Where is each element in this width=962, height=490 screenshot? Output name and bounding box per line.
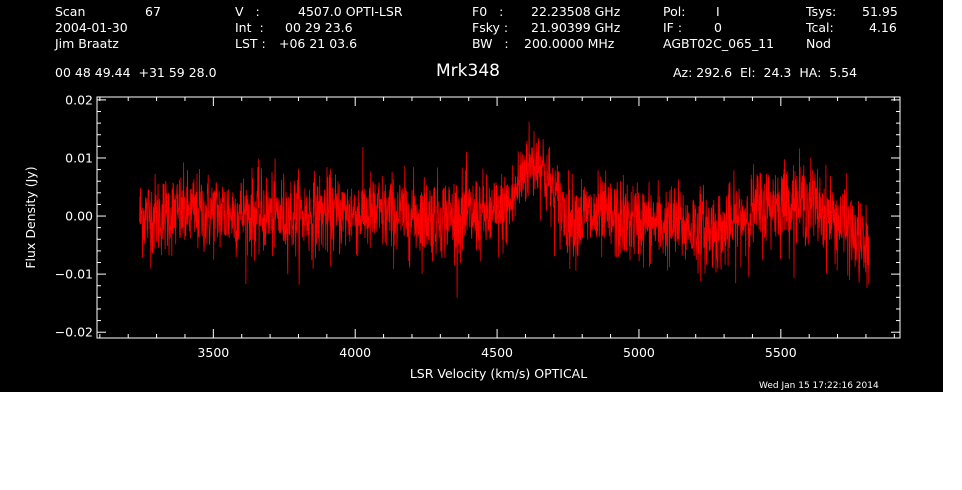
scan-label: Scan — [55, 4, 86, 19]
sky-frequency-value: 21.90399 GHz — [531, 20, 621, 35]
lst-label: LST : — [235, 36, 266, 51]
y-tick-label: 0.02 — [65, 92, 93, 107]
y-tick-label: 0.00 — [65, 209, 93, 224]
pointing-info: Az: 292.6 El: 24.3 HA: 5.54 — [673, 65, 858, 80]
y-axis-label: Flux Density (Jy) — [23, 166, 38, 268]
integration-label: Int : — [235, 20, 264, 35]
project-id: AGBT02C_065_11 — [663, 36, 775, 51]
y-tick-label: −0.02 — [55, 325, 93, 340]
x-tick-label: 5000 — [623, 345, 655, 360]
bandwidth-label: BW : — [472, 36, 509, 51]
bandwidth-value: 200.0000 MHz — [524, 36, 615, 51]
tcal-value: 4.16 — [869, 20, 897, 35]
tsys-label: Tsys: — [806, 4, 837, 19]
plot-frame — [96, 96, 901, 339]
velocity-value: 4507.0 OPTI-LSR — [298, 4, 403, 19]
sky-frequency-label: Fsky : — [472, 20, 509, 35]
spectrum-chart: 3500 4000 4500 5000 5500 −0.02 −0.01 0.00 0.01 0.… — [23, 92, 901, 381]
x-tick-label: 4500 — [481, 345, 513, 360]
spectrum-panel: Scan 67 2004-01-30 Jim Braatz V : 4507.0… — [0, 0, 943, 392]
source-name: Mrk348 — [436, 61, 500, 81]
if-label: IF : — [663, 20, 683, 35]
polarization-label: Pol: — [663, 4, 686, 19]
spectrum-trace-line — [139, 121, 870, 298]
y-tick-label: 0.01 — [65, 150, 93, 165]
rest-frequency-label: F0 : — [472, 4, 504, 19]
rest-frequency-value: 22.23508 GHz — [531, 4, 621, 19]
x-tick-label: 3500 — [197, 345, 229, 360]
switching-mode: Nod — [806, 36, 831, 51]
source-coordinates: 00 48 49.44 +31 59 28.0 — [55, 65, 217, 80]
integration-value: 00 29 23.6 — [285, 20, 353, 35]
lst-value: +06 21 03.6 — [279, 36, 358, 51]
x-tick-label: 5500 — [765, 345, 797, 360]
observer-name: Jim Braatz — [55, 36, 119, 51]
x-tick-label: 4000 — [339, 345, 371, 360]
y-tick-label: −0.01 — [55, 267, 93, 282]
scan-number: 67 — [145, 4, 161, 19]
tcal-label: Tcal: — [806, 20, 834, 35]
velocity-label: V : — [235, 4, 260, 19]
polarization-value: I — [716, 4, 720, 19]
tsys-value: 51.95 — [862, 4, 898, 19]
plot-timestamp: Wed Jan 15 17:22:16 2014 — [759, 381, 879, 391]
x-axis-label: LSR Velocity (km/s) OPTICAL — [410, 366, 587, 381]
observation-date: 2004-01-30 — [55, 20, 128, 35]
if-value: 0 — [714, 20, 722, 35]
